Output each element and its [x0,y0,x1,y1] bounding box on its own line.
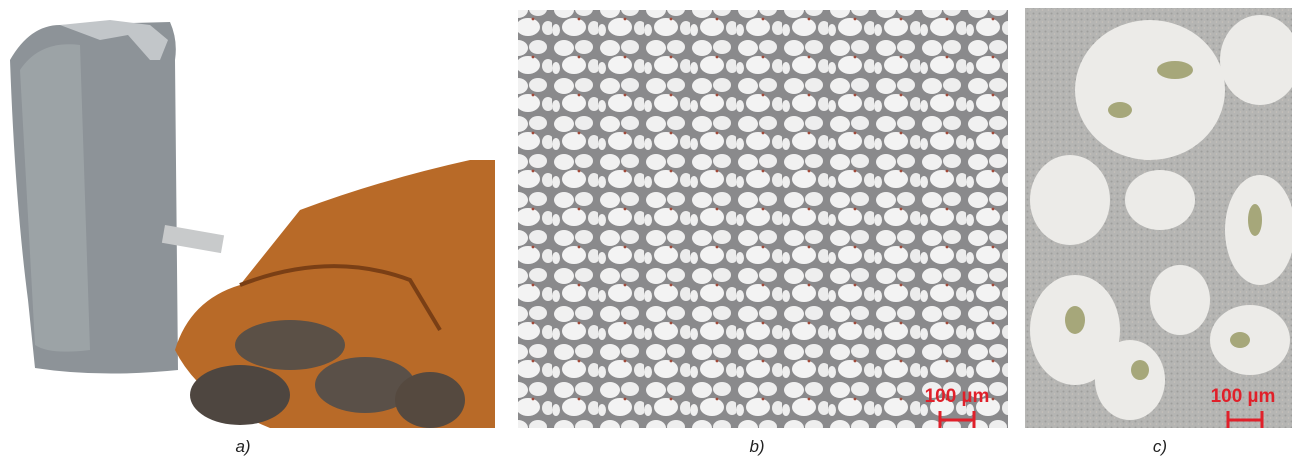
scale-bar-label: 100 µm [1211,386,1276,407]
panel-label: b) [749,437,764,456]
figure: 100 µm 100 µm a) b) c) [0,0,1292,459]
photo-casting [10,20,495,428]
scale-bar-label: 100 µm [925,386,990,407]
micrograph-c: 100 µm [1025,8,1292,428]
panel-label: c) [1153,437,1167,456]
panel-label: a) [235,437,250,456]
micrograph-b: 100 µm [518,10,1008,428]
